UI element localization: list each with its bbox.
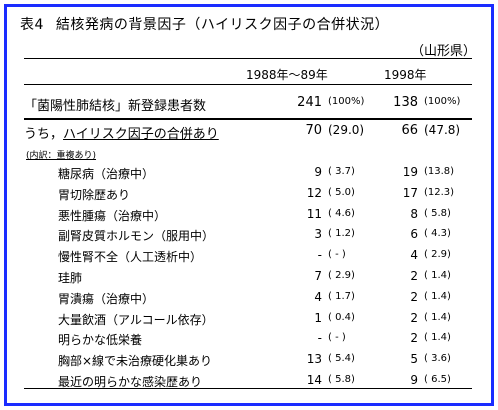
pct-1988: ( 4.6) bbox=[328, 207, 355, 219]
pct-1998: (13.8) bbox=[424, 166, 455, 177]
pct-1998: ( 2.9) bbox=[424, 249, 451, 261]
value-1998: 2 bbox=[410, 331, 418, 346]
column-header-1988: 1988年～89年 bbox=[246, 68, 328, 82]
pct-1998: ( 1.4) bbox=[424, 270, 451, 281]
table-bottom-rule bbox=[24, 388, 472, 389]
region-label: （山形県） bbox=[410, 44, 476, 59]
value-1988: 7 bbox=[314, 269, 322, 283]
value-1988: - bbox=[317, 331, 322, 346]
table-row: 胸部×線で未治療硬化巣あり 13 ( 5.4) 5 ( 3.6) bbox=[24, 352, 472, 372]
header-bottom-rule bbox=[24, 84, 472, 85]
table-row: 明らかな低栄養 -( - ) 2 ( 1.4) bbox=[24, 331, 472, 351]
value-1998: 4 bbox=[410, 248, 418, 263]
value-1998: 8 bbox=[410, 206, 418, 221]
highrisk-label-underlined: ハイリスク因子の合併あり bbox=[63, 127, 219, 142]
pct-1998: ( 5.8) bbox=[424, 207, 451, 219]
highrisk-pct-1988: (29.0) bbox=[328, 123, 365, 137]
table-row: 大量飲酒（アルコール依存） 1 ( 0.4) 2 ( 1.4) bbox=[24, 311, 472, 331]
highrisk-row-label: うち，ハイリスク因子の合併あり bbox=[24, 123, 219, 142]
value-1988: 9 bbox=[314, 165, 322, 179]
value-1998: 19 bbox=[402, 165, 418, 179]
table-row: 胃潰瘍（治療中） 4 ( 1.7) 2 ( 1.4) bbox=[24, 290, 472, 310]
value-1988: 3 bbox=[314, 227, 322, 242]
pct-1998: ( 1.4) bbox=[424, 290, 451, 302]
value-1998: 6 bbox=[410, 227, 418, 242]
highrisk-row: うち，ハイリスク因子の合併あり 70 (29.0) 66 (47.8) bbox=[24, 123, 472, 143]
total-row-label: 「菌陽性肺結核」新登録患者数 bbox=[24, 99, 207, 114]
table-row: 悪性腫瘍（治療中） 11 ( 4.6) 8 ( 5.8) bbox=[24, 207, 472, 227]
pct-1998: ( 4.3) bbox=[424, 228, 451, 240]
value-1998: 2 bbox=[410, 269, 418, 283]
pct-1988: ( 5.4) bbox=[328, 353, 355, 365]
total-row-value-1988: 241 bbox=[297, 95, 322, 110]
pct-1998: ( 6.5) bbox=[424, 374, 451, 385]
table-number: 表4 bbox=[20, 17, 44, 33]
total-row-pct-1988: (100%) bbox=[328, 96, 365, 107]
pct-1988: ( 1.7) bbox=[328, 290, 355, 302]
total-row: 「菌陽性肺結核」新登録患者数 241 (100%) 138 (100%) bbox=[24, 95, 472, 115]
value-1988: 11 bbox=[306, 206, 322, 221]
highrisk-value-1998: 66 bbox=[401, 123, 418, 138]
value-1998: 5 bbox=[410, 352, 418, 367]
pct-1998: (12.3) bbox=[424, 186, 455, 198]
pct-1988: ( 0.4) bbox=[328, 311, 355, 323]
risk-factor-label: 悪性腫瘍（治療中） bbox=[58, 208, 167, 223]
pct-1988: ( 1.2) bbox=[328, 228, 355, 240]
table-row: 糖尿病（治療中） 9 ( 3.7) 19 (13.8) bbox=[24, 165, 472, 185]
value-1998: 17 bbox=[402, 185, 418, 200]
pct-1988: ( 5.8) bbox=[328, 374, 355, 385]
risk-factor-label: 珪肺 bbox=[58, 271, 83, 285]
pct-1988: ( 2.9) bbox=[328, 270, 355, 281]
header-top-rule bbox=[24, 58, 472, 59]
pct-1998: ( 1.4) bbox=[424, 311, 451, 323]
value-1988: - bbox=[317, 248, 322, 263]
risk-factor-label: 胃潰瘍（治療中） bbox=[58, 291, 155, 306]
value-1988: 14 bbox=[306, 373, 322, 387]
value-1988: 12 bbox=[306, 185, 322, 200]
breakdown-note: (内訳：重複あり) bbox=[26, 151, 97, 161]
value-1998: 9 bbox=[410, 373, 418, 387]
pct-1988: ( 3.7) bbox=[328, 166, 355, 177]
risk-factor-label: 明らかな低栄養 bbox=[58, 333, 143, 348]
risk-factor-label: 胸部×線で未治療硬化巣あり bbox=[58, 354, 213, 369]
table-row: 慢性腎不全（人工透析中） -( - ) 4 ( 2.9) bbox=[24, 248, 472, 268]
table-row: 最近の明らかな感染歴あり 14 ( 5.8) 9 ( 6.5) bbox=[24, 373, 472, 393]
highrisk-prefix: うち， bbox=[24, 127, 64, 142]
pct-1988: ( - ) bbox=[328, 332, 346, 344]
risk-factor-label: 大量飲酒（アルコール依存） bbox=[58, 312, 214, 327]
table-title-text: 結核発病の背景因子（ハイリスク因子の合併状況） bbox=[55, 17, 390, 33]
column-header-1998: 1998年 bbox=[384, 68, 427, 82]
table-title: 表4 結核発病の背景因子（ハイリスク因子の合併状況） bbox=[20, 14, 389, 34]
risk-factor-label: 胃切除歴あり bbox=[58, 187, 131, 202]
total-row-value-1998: 138 bbox=[393, 95, 418, 110]
table-row: 胃切除歴あり 12 ( 5.0) 17 (12.3) bbox=[24, 186, 472, 206]
pct-1988: ( - ) bbox=[328, 249, 346, 261]
pct-1998: ( 3.6) bbox=[424, 353, 451, 365]
table-frame bbox=[4, 4, 494, 406]
table-row: 副腎皮質ホルモン（服用中） 3 ( 1.2) 6 ( 4.3) bbox=[24, 227, 472, 247]
highrisk-pct-1998: (47.8) bbox=[424, 123, 461, 137]
table-row: 珪肺 7 ( 2.9) 2 ( 1.4) bbox=[24, 269, 472, 289]
pct-1988: ( 5.0) bbox=[328, 186, 355, 198]
total-row-rule bbox=[24, 118, 472, 120]
highrisk-value-1988: 70 bbox=[305, 123, 322, 138]
total-row-pct-1998: (100%) bbox=[424, 96, 461, 107]
value-1988: 13 bbox=[306, 352, 322, 367]
value-1988: 1 bbox=[314, 310, 322, 325]
risk-factor-label: 慢性腎不全（人工透析中） bbox=[58, 250, 203, 265]
pct-1998: ( 1.4) bbox=[424, 332, 451, 344]
value-1998: 2 bbox=[410, 310, 418, 325]
value-1998: 2 bbox=[410, 289, 418, 304]
value-1988: 4 bbox=[314, 289, 322, 304]
risk-factor-label: 最近の明らかな感染歴あり bbox=[58, 375, 203, 389]
risk-factor-label: 副腎皮質ホルモン（服用中） bbox=[58, 229, 215, 244]
risk-factor-label: 糖尿病（治療中） bbox=[58, 167, 155, 181]
